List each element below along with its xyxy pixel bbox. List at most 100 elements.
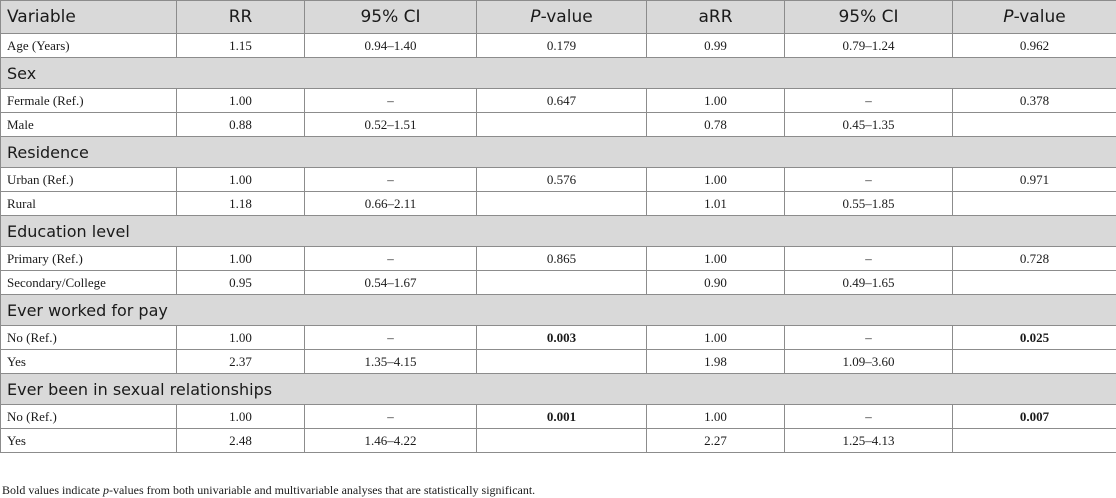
ci-cell: 0.94–1.40 [304, 33, 477, 58]
ci-cell: 0.45–1.35 [784, 112, 953, 137]
row-label: Secondary/College [0, 270, 177, 295]
header-ci-adjusted: 95% CI [784, 0, 953, 34]
rr-cell: 2.37 [176, 349, 305, 374]
table-row: No (Ref.) 1.00 – 0.003 1.00 – 0.025 [0, 325, 1116, 350]
arr-cell: 0.90 [646, 270, 785, 295]
p-value-cell: 0.647 [476, 88, 647, 113]
row-label: No (Ref.) [0, 404, 177, 429]
footnote-text-end: -values from both univariable and multiv… [108, 483, 536, 497]
rr-cell: 1.00 [176, 167, 305, 192]
arr-cell: 2.27 [646, 428, 785, 453]
ci-cell: 0.55–1.85 [784, 191, 953, 216]
ci-cell: – [304, 325, 477, 350]
row-label: No (Ref.) [0, 325, 177, 350]
group-title: Ever worked for pay [0, 294, 1116, 326]
header-ci-crude: 95% CI [304, 0, 477, 34]
header-p-value-crude: P-value [476, 0, 647, 34]
table-row: Fermale (Ref.) 1.00 – 0.647 1.00 – 0.378 [0, 88, 1116, 113]
header-p-italic: P [530, 7, 541, 27]
footnote-p-italic: p [102, 483, 109, 497]
p-value-cell [952, 270, 1116, 295]
header-rr: RR [176, 0, 305, 34]
header-variable: Variable [0, 0, 177, 34]
ci-cell: 1.09–3.60 [784, 349, 953, 374]
ci-cell: 0.79–1.24 [784, 33, 953, 58]
ci-cell: – [304, 167, 477, 192]
table-row: Secondary/College 0.95 0.54–1.67 0.90 0.… [0, 270, 1116, 295]
p-value-cell [476, 112, 647, 137]
p-value-cell [476, 349, 647, 374]
p-value-cell: 0.971 [952, 167, 1116, 192]
arr-cell: 1.00 [646, 404, 785, 429]
ci-cell: – [304, 246, 477, 271]
p-value-cell: 0.179 [476, 33, 647, 58]
group-header-education: Education level [0, 215, 1116, 247]
group-header-worked-for-pay: Ever worked for pay [0, 294, 1116, 326]
table-row: No (Ref.) 1.00 – 0.001 1.00 – 0.007 [0, 404, 1116, 429]
rr-cell: 1.18 [176, 191, 305, 216]
group-header-residence: Residence [0, 136, 1116, 168]
header-arr: aRR [646, 0, 785, 34]
p-value-cell: 0.576 [476, 167, 647, 192]
table-row: Male 0.88 0.52–1.51 0.78 0.45–1.35 [0, 112, 1116, 137]
rr-cell: 1.00 [176, 325, 305, 350]
p-value-cell-significant: 0.025 [952, 325, 1116, 350]
ci-cell: 0.52–1.51 [304, 112, 477, 137]
p-value-cell [476, 191, 647, 216]
p-value-cell [952, 428, 1116, 453]
ci-cell: 1.35–4.15 [304, 349, 477, 374]
table-row: Yes 2.48 1.46–4.22 2.27 1.25–4.13 [0, 428, 1116, 453]
row-label: Male [0, 112, 177, 137]
arr-cell: 1.00 [646, 88, 785, 113]
p-value-cell [952, 112, 1116, 137]
p-value-cell [476, 270, 647, 295]
results-table: Variable RR 95% CI P-value aRR 95% CI P-… [0, 0, 1116, 453]
header-p-italic: P [1003, 7, 1014, 27]
ci-cell: – [784, 404, 953, 429]
p-value-cell-significant: 0.007 [952, 404, 1116, 429]
group-header-sexual-relationships: Ever been in sexual relationships [0, 373, 1116, 405]
table-footnote: Bold values indicate p-values from both … [2, 484, 535, 496]
row-label: Yes [0, 349, 177, 374]
ci-cell: – [784, 246, 953, 271]
row-label: Rural [0, 191, 177, 216]
ci-cell: – [304, 88, 477, 113]
row-label: Urban (Ref.) [0, 167, 177, 192]
p-value-cell: 0.378 [952, 88, 1116, 113]
group-title: Education level [0, 215, 1116, 247]
arr-cell: 0.78 [646, 112, 785, 137]
p-value-cell-significant: 0.001 [476, 404, 647, 429]
rr-cell: 1.00 [176, 404, 305, 429]
arr-cell: 1.00 [646, 167, 785, 192]
header-p-suffix: -value [540, 7, 593, 27]
group-title: Sex [0, 57, 1116, 89]
ci-cell: 0.66–2.11 [304, 191, 477, 216]
ci-cell: – [784, 167, 953, 192]
p-value-cell [952, 191, 1116, 216]
header-p-value-adjusted: P-value [952, 0, 1116, 34]
row-label: Primary (Ref.) [0, 246, 177, 271]
arr-cell: 1.00 [646, 325, 785, 350]
row-label: Age (Years) [0, 33, 177, 58]
p-value-cell [952, 349, 1116, 374]
ci-cell: – [784, 88, 953, 113]
table-row: Urban (Ref.) 1.00 – 0.576 1.00 – 0.971 [0, 167, 1116, 192]
rr-cell: 0.95 [176, 270, 305, 295]
p-value-cell-significant: 0.003 [476, 325, 647, 350]
group-title: Residence [0, 136, 1116, 168]
header-p-suffix: -value [1013, 7, 1066, 27]
ci-cell: 0.49–1.65 [784, 270, 953, 295]
group-title: Ever been in sexual relationships [0, 373, 1116, 405]
p-value-cell: 0.962 [952, 33, 1116, 58]
age-row: Age (Years) 1.15 0.94–1.40 0.179 0.99 0.… [0, 33, 1116, 58]
table-row: Primary (Ref.) 1.00 – 0.865 1.00 – 0.728 [0, 246, 1116, 271]
table-row: Yes 2.37 1.35–4.15 1.98 1.09–3.60 [0, 349, 1116, 374]
arr-cell: 1.00 [646, 246, 785, 271]
p-value-cell: 0.728 [952, 246, 1116, 271]
ci-cell: – [304, 404, 477, 429]
footnote-text-start: Bold values indicate [2, 483, 103, 497]
p-value-cell [476, 428, 647, 453]
arr-cell: 0.99 [646, 33, 785, 58]
ci-cell: 1.46–4.22 [304, 428, 477, 453]
rr-cell: 1.15 [176, 33, 305, 58]
